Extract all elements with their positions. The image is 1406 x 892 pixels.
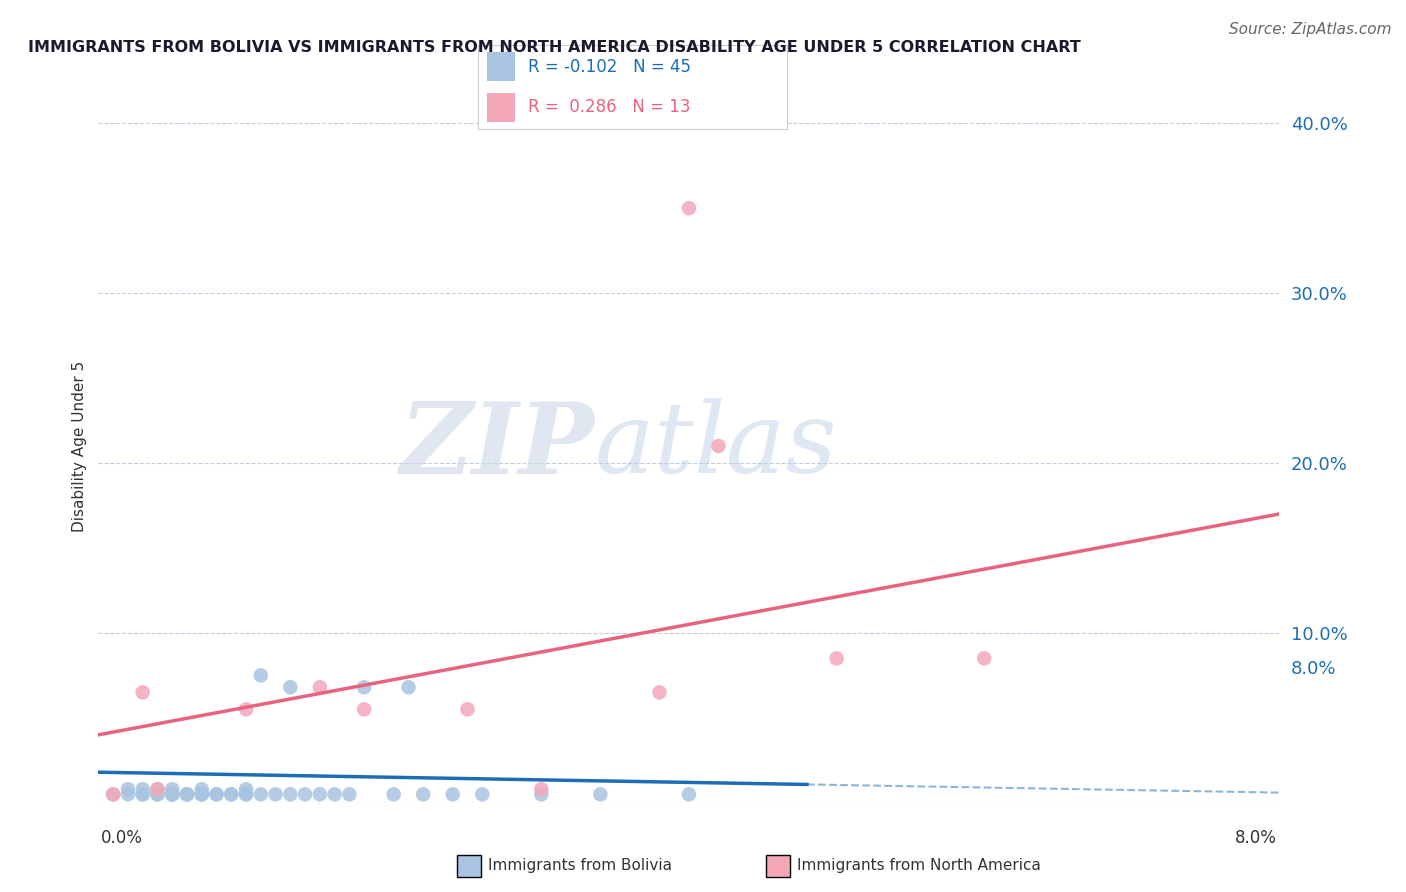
Point [191,787,214,801]
Point [176,787,198,801]
Point [308,787,332,801]
FancyBboxPatch shape [488,93,515,121]
Point [678,201,700,215]
Point [648,685,671,699]
Point [191,787,214,801]
Point [264,787,287,801]
Point [973,651,995,665]
Point [176,787,198,801]
Text: R = -0.102   N = 45: R = -0.102 N = 45 [527,58,690,76]
Point [162,782,183,797]
Point [191,787,214,801]
Text: 8.0%: 8.0% [1234,829,1277,847]
Point [132,787,155,801]
FancyBboxPatch shape [488,53,515,81]
Text: atlas: atlas [595,399,837,493]
Point [278,787,302,801]
Point [308,680,332,694]
Point [396,680,419,694]
Point [162,787,183,801]
Text: Immigrants from Bolivia: Immigrants from Bolivia [488,858,672,872]
Point [441,787,464,801]
Text: Source: ZipAtlas.com: Source: ZipAtlas.com [1229,22,1392,37]
Point [235,787,257,801]
Point [162,787,183,801]
Point [353,680,375,694]
Point [250,668,273,682]
Point [456,702,478,716]
Point [117,787,139,801]
Point [146,782,169,797]
Point [235,702,257,716]
Point [219,787,242,801]
Point [412,787,434,801]
Point [176,787,198,801]
Point [162,787,183,801]
Point [250,787,273,801]
Point [205,787,228,801]
Point [205,787,228,801]
Point [337,787,360,801]
Point [530,782,553,797]
Text: R =  0.286   N = 13: R = 0.286 N = 13 [527,98,690,116]
Point [530,787,553,801]
Text: ZIP: ZIP [399,398,595,494]
Y-axis label: Disability Age Under 5: Disability Age Under 5 [72,360,87,532]
Point [278,680,302,694]
Point [146,787,169,801]
Point [471,787,494,801]
Point [235,787,257,801]
Text: IMMIGRANTS FROM BOLIVIA VS IMMIGRANTS FROM NORTH AMERICA DISABILITY AGE UNDER 5 : IMMIGRANTS FROM BOLIVIA VS IMMIGRANTS FR… [28,40,1081,55]
Point [825,651,848,665]
Point [146,787,169,801]
Point [117,782,139,797]
Point [103,787,125,801]
Text: 0.0%: 0.0% [101,829,143,847]
Point [132,787,155,801]
Point [382,787,405,801]
Point [678,787,700,801]
Point [219,787,242,801]
Point [103,787,125,801]
Point [132,782,155,797]
Point [707,439,730,453]
Point [589,787,612,801]
Text: Immigrants from North America: Immigrants from North America [797,858,1040,872]
Point [294,787,316,801]
Point [191,782,214,797]
Point [235,782,257,797]
Point [353,702,375,716]
Point [323,787,346,801]
Point [146,782,169,797]
Point [132,685,155,699]
